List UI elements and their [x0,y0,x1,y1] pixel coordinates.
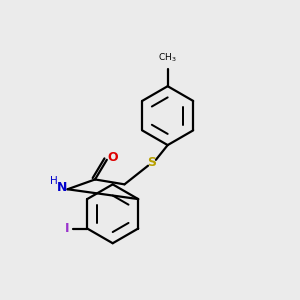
Text: I: I [65,222,70,235]
Text: S: S [148,156,157,169]
Text: H: H [50,176,58,186]
Text: CH$_3$: CH$_3$ [158,51,177,64]
Text: O: O [107,152,118,164]
Text: N: N [56,181,67,194]
